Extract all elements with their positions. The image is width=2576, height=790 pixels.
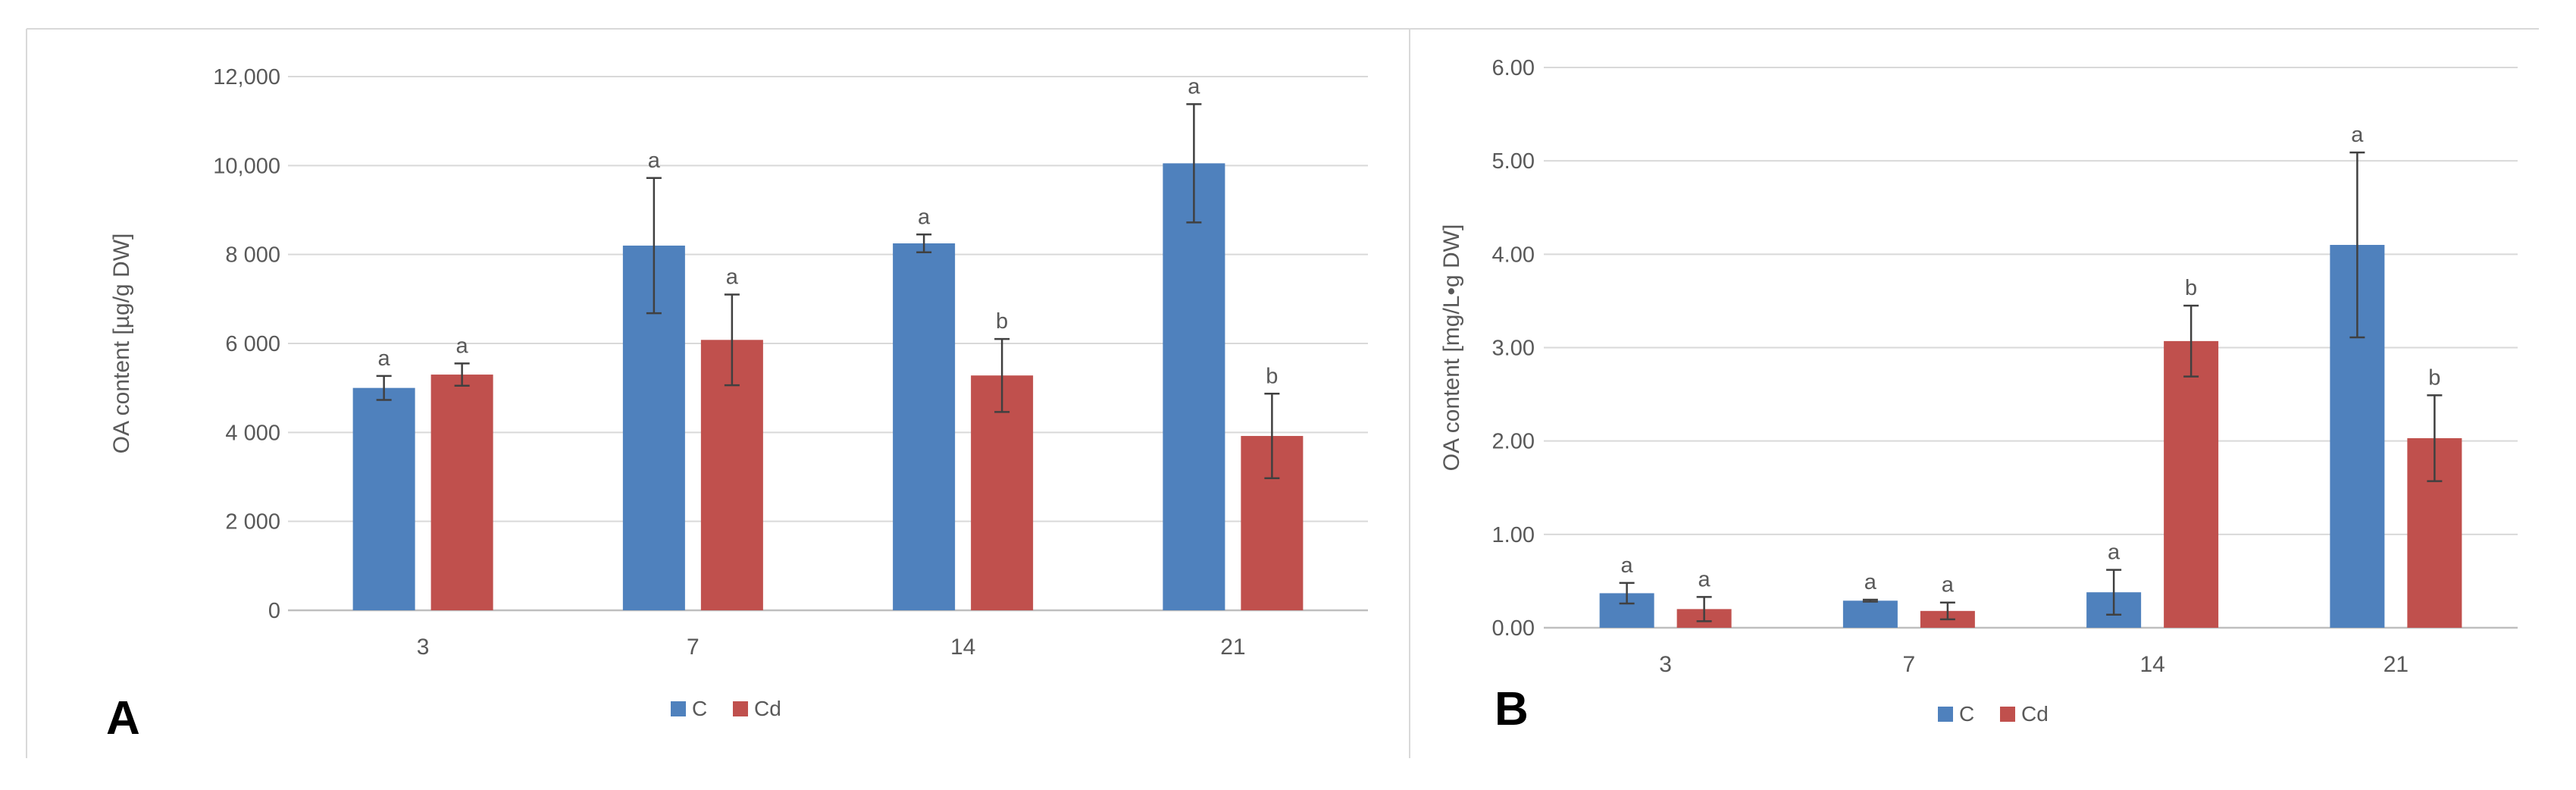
y-tick-label: 4 000 <box>225 421 280 445</box>
x-tick-label: 21 <box>1220 635 1245 660</box>
x-tick-label: 7 <box>1903 652 1916 677</box>
y-tick-label: 12,000 <box>213 65 280 89</box>
legend: C Cd <box>671 697 781 720</box>
legend-swatch-cd <box>733 701 748 716</box>
bar-cd <box>430 375 493 610</box>
bar-c <box>352 387 415 610</box>
y-tick-label: 0.00 <box>1492 616 1535 641</box>
y-tick-label: 4.00 <box>1492 243 1535 267</box>
y-axis-label: OA content [µg/g DW] <box>109 234 134 454</box>
bar-cd <box>2164 340 2219 628</box>
significance-letter: b <box>1266 364 1278 388</box>
significance-letter: b <box>996 309 1008 334</box>
y-tick-label: 0 <box>268 599 280 623</box>
legend-swatch-c <box>671 701 686 716</box>
significance-letter: a <box>2108 541 2121 565</box>
x-tick-label: 21 <box>2384 652 2409 677</box>
y-tick-label: 2 000 <box>225 510 280 535</box>
legend: C Cd <box>1938 702 2049 726</box>
significance-letter: a <box>1864 570 1877 594</box>
x-tick-label: 14 <box>2139 652 2164 677</box>
y-tick-label: 6.00 <box>1492 56 1535 80</box>
significance-letter: b <box>2185 276 2197 300</box>
x-tick-label: 14 <box>950 635 975 660</box>
significance-letter: a <box>2351 123 2364 147</box>
significance-letter: a <box>918 205 931 229</box>
significance-letter: a <box>726 265 739 289</box>
y-tick-label: 10,000 <box>213 154 280 178</box>
significance-letter: a <box>648 149 661 173</box>
legend-swatch-cd <box>2000 707 2015 722</box>
significance-letter: a <box>1621 553 1634 578</box>
x-tick-label: 7 <box>687 635 700 660</box>
bar-c <box>893 243 956 610</box>
panel-a-chart: 0 2 000 4 000 6 000 8 000 10,000 12,000 OA cont… <box>106 65 1368 745</box>
bar-c <box>1163 163 1225 610</box>
legend-label-cd: Cd <box>754 697 781 720</box>
panel-letter: B <box>1495 683 1529 735</box>
significance-letter: a <box>1188 74 1200 99</box>
significance-letter: a <box>456 334 469 358</box>
y-tick-label: 5.00 <box>1492 149 1535 174</box>
significance-letter: a <box>1698 567 1711 591</box>
y-axis-label: OA content [mg/L•g DW] <box>1439 224 1464 472</box>
legend-label-c: C <box>692 697 707 720</box>
panel-b-chart: 0.00 1.00 2.00 3.00 4.00 5.00 6.00 OA content [… <box>1439 56 2518 735</box>
bar-cd <box>971 375 1034 610</box>
significance-letter: b <box>2428 365 2440 390</box>
legend-swatch-c <box>1938 707 1953 722</box>
panel-letter: A <box>106 692 140 745</box>
bar-c <box>1842 600 1898 628</box>
y-tick-label: 8 000 <box>225 243 280 268</box>
legend-label-cd: Cd <box>2021 702 2049 726</box>
legend-label-c: C <box>1959 702 1974 726</box>
significance-letter: a <box>1942 573 1955 597</box>
y-tick-label: 6 000 <box>225 332 280 356</box>
x-tick-label: 3 <box>417 635 430 660</box>
x-tick-label: 3 <box>1659 652 1672 677</box>
y-tick-label: 3.00 <box>1492 337 1535 361</box>
y-tick-label: 2.00 <box>1492 430 1535 454</box>
y-tick-label: 1.00 <box>1492 523 1535 547</box>
significance-letter: a <box>378 346 391 371</box>
